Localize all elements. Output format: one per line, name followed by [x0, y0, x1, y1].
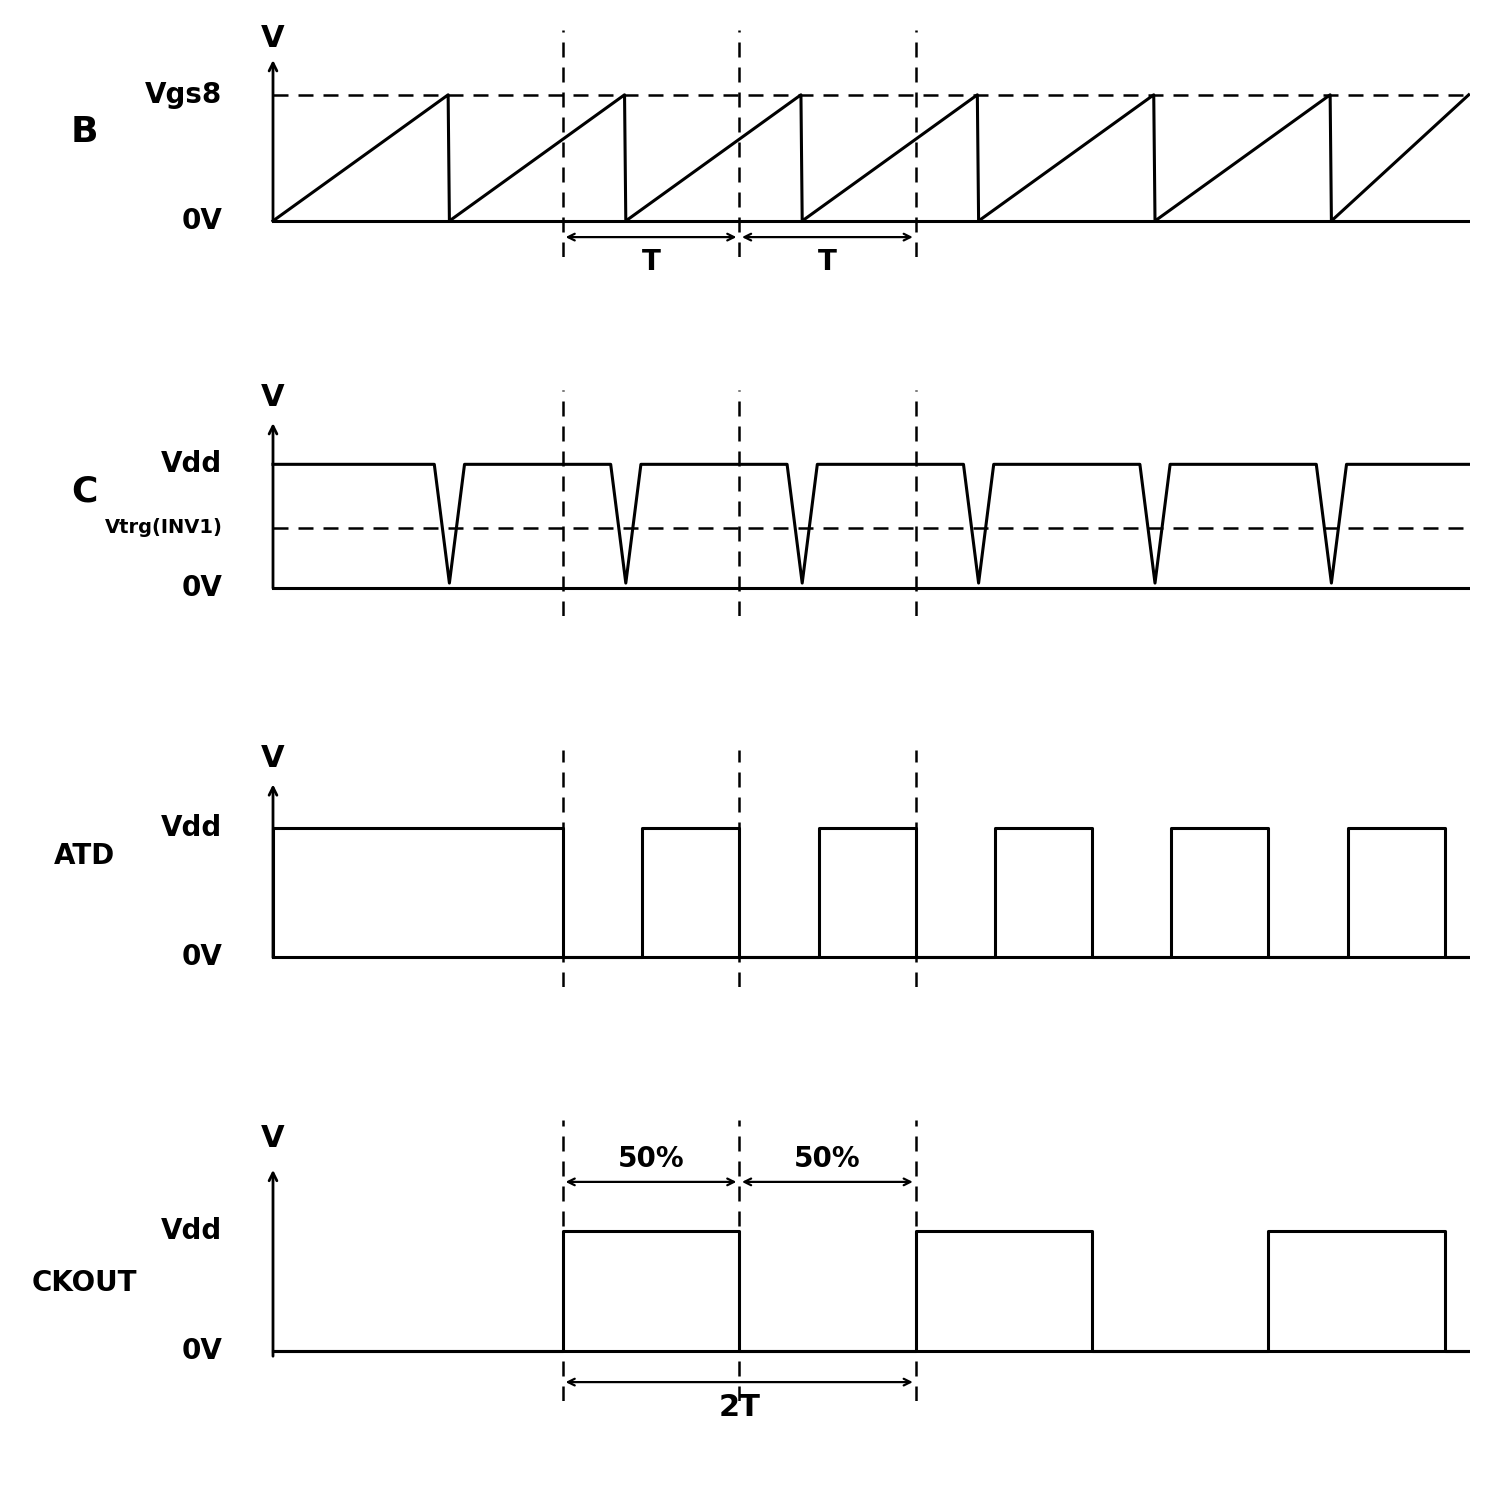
Text: C: C — [70, 474, 98, 509]
Text: Vgs8: Vgs8 — [146, 81, 222, 108]
Text: V: V — [261, 384, 285, 413]
Text: V: V — [261, 744, 285, 773]
Text: Vdd: Vdd — [162, 1217, 222, 1245]
Text: T: T — [818, 248, 837, 277]
Text: 0V: 0V — [182, 1337, 222, 1366]
Text: V: V — [261, 24, 285, 53]
Text: 0V: 0V — [182, 943, 222, 971]
Text: Vtrg(INV1): Vtrg(INV1) — [105, 518, 222, 538]
Text: 0V: 0V — [182, 206, 222, 235]
Text: 2T: 2T — [718, 1393, 760, 1422]
Text: Vdd: Vdd — [162, 813, 222, 842]
Text: 0V: 0V — [182, 574, 222, 602]
Text: CKOUT: CKOUT — [32, 1270, 136, 1297]
Text: 50%: 50% — [618, 1145, 684, 1173]
Text: 50%: 50% — [794, 1145, 861, 1173]
Text: ATD: ATD — [54, 842, 114, 870]
Text: B: B — [70, 114, 98, 149]
Text: Vdd: Vdd — [162, 450, 222, 479]
Text: T: T — [642, 248, 660, 277]
Text: V: V — [261, 1125, 285, 1154]
